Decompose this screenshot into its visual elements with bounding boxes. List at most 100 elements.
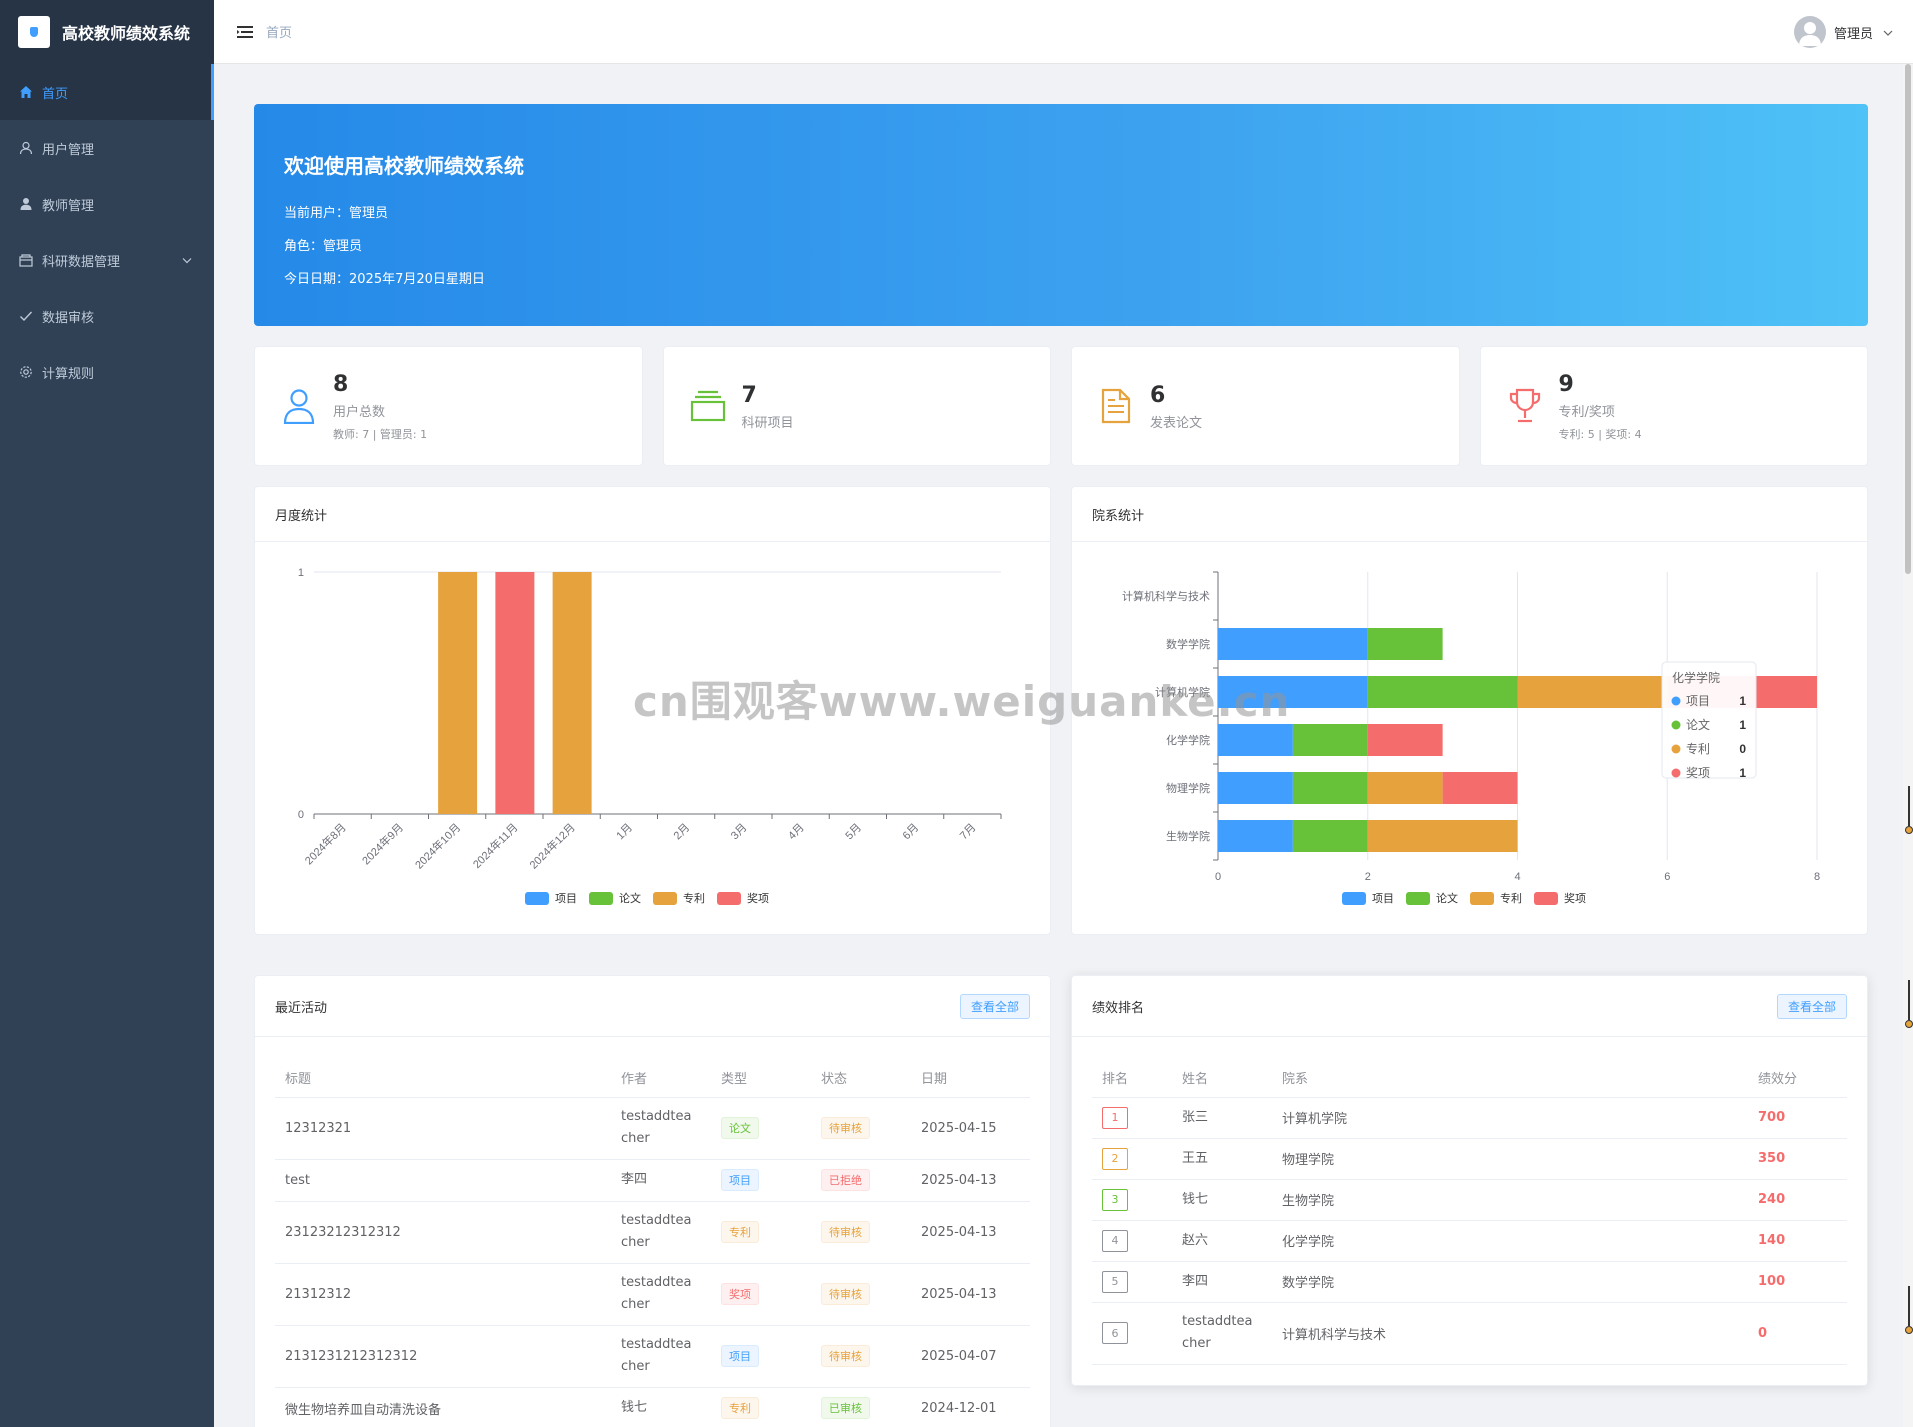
legend-label: 专利 bbox=[1500, 891, 1522, 905]
status-tag: 待审核 bbox=[821, 1221, 870, 1243]
logo: 高校教师绩效系统 bbox=[0, 0, 214, 64]
table-row[interactable]: 12312321 testaddtea cher 论文 待审核 2025-04-1… bbox=[275, 1097, 1030, 1160]
cell-type: 项目 bbox=[711, 1159, 811, 1202]
column-header[interactable]: 类型 bbox=[711, 1037, 811, 1098]
cell-rank: 6 bbox=[1092, 1302, 1172, 1365]
current-user-text: 当前用户：管理员 bbox=[284, 206, 389, 221]
column-header[interactable]: 日期 bbox=[911, 1037, 1030, 1098]
column-header[interactable]: 排名 bbox=[1092, 1037, 1172, 1098]
x-tick-label: 7月 bbox=[958, 822, 979, 843]
role-text: 角色：管理员 bbox=[284, 239, 363, 254]
table-row[interactable]: 23123212312312 testaddtea cher 专利 待审核 202… bbox=[275, 1201, 1030, 1264]
rank-badge: 2 bbox=[1102, 1147, 1128, 1170]
score-value: 350 bbox=[1758, 1151, 1786, 1166]
stat-value: 9 bbox=[1558, 371, 1574, 397]
table-row[interactable]: test 李四 项目 已拒绝 2025-04-13 bbox=[275, 1159, 1030, 1202]
table-row[interactable]: 2 王五 物理学院 350 bbox=[1092, 1138, 1847, 1180]
bar bbox=[1218, 628, 1368, 660]
card-header: 月度统计 bbox=[255, 487, 1050, 542]
y-tick-label: 化学学院 bbox=[1166, 733, 1210, 747]
home-icon bbox=[18, 84, 34, 100]
view-all-button[interactable]: 查看全部 bbox=[959, 993, 1030, 1019]
tables-row: 最近活动 查看全部 标题 作者 类型 状态 日期 12312321 bbox=[254, 975, 1868, 1427]
cell-status: 待审核 bbox=[811, 1097, 911, 1160]
monthly-chart[interactable]: 0 1 2024年8月 2024年9月 2024年10月 2024年11月 2024年12月… bbox=[255, 542, 1050, 934]
score-value: 700 bbox=[1758, 1110, 1786, 1125]
tooltip-value: 0 bbox=[1739, 742, 1746, 756]
table-row[interactable]: 2131231212312312 testaddtea cher 项目 待审核 2… bbox=[275, 1325, 1030, 1388]
table-row[interactable]: 1 张三 计算机学院 700 bbox=[1092, 1097, 1847, 1139]
stat-sub: 专利: 5 | 奖项: 4 bbox=[1558, 427, 1642, 441]
table-row[interactable]: 微生物培养皿自动清洗设备 钱七 专利 已审核 2024-12-01 bbox=[275, 1387, 1030, 1427]
status-tag: 已审核 bbox=[821, 1397, 870, 1419]
bar bbox=[1367, 724, 1443, 756]
y-tick-label: 数学学院 bbox=[1166, 637, 1210, 651]
cell-date: 2025-04-07 bbox=[911, 1325, 1030, 1388]
column-header[interactable]: 院系 bbox=[1272, 1037, 1748, 1098]
bar bbox=[1442, 772, 1518, 804]
page-scrollbar[interactable] bbox=[1903, 64, 1913, 1427]
stat-value: 7 bbox=[741, 382, 757, 408]
stat-card-papers: 6 发表论文 bbox=[1071, 346, 1460, 466]
rank-badge: 5 bbox=[1102, 1270, 1128, 1293]
tooltip-value: 1 bbox=[1739, 718, 1746, 732]
sidebar-item-research-data[interactable]: 科研数据管理 bbox=[0, 232, 214, 288]
table-row[interactable]: 6 testaddtea cher 计算机科学与技术 0 bbox=[1092, 1302, 1847, 1365]
user-icon bbox=[279, 386, 319, 426]
table-row[interactable]: 5 李四 数学学院 100 bbox=[1092, 1261, 1847, 1303]
x-tick-label: 4 bbox=[1514, 871, 1520, 883]
sidebar-item-teachers[interactable]: 教师管理 bbox=[0, 176, 214, 232]
tooltip-label: 论文 bbox=[1686, 717, 1710, 732]
bar bbox=[495, 572, 535, 814]
card-header: 最近活动 查看全部 bbox=[255, 976, 1050, 1037]
sidebar-item-home[interactable]: 首页 bbox=[0, 64, 214, 120]
table-row[interactable]: 4 赵六 化学学院 140 bbox=[1092, 1220, 1847, 1262]
avatar bbox=[1793, 16, 1826, 48]
sidebar-item-users[interactable]: 用户管理 bbox=[0, 120, 214, 176]
cell-author: testaddtea cher bbox=[611, 1263, 711, 1326]
view-all-button[interactable]: 查看全部 bbox=[1776, 993, 1847, 1019]
tooltip-marker bbox=[1671, 768, 1681, 778]
tooltip-value: 1 bbox=[1739, 694, 1746, 708]
tooltip-marker bbox=[1671, 720, 1681, 730]
cell-title: 12312321 bbox=[275, 1097, 611, 1160]
main-content: 欢迎使用高校教师绩效系统 当前用户：管理员 角色：管理员 今日日期：2025年7… bbox=[254, 104, 1868, 1427]
sidebar-item-calc-rules[interactable]: 计算规则 bbox=[0, 344, 214, 400]
table-row[interactable]: 21312312 testaddtea cher 奖项 待审核 2025-04-1… bbox=[275, 1263, 1030, 1326]
score-value: 100 bbox=[1758, 1274, 1786, 1289]
column-header[interactable]: 作者 bbox=[611, 1037, 711, 1098]
legend-label: 奖项 bbox=[747, 891, 769, 905]
card-title: 院系统计 bbox=[1092, 508, 1145, 524]
cell-name: 张三 bbox=[1172, 1097, 1272, 1139]
stats-row: 8 用户总数 教师: 7 | 管理员: 1 7 科研项目 6 发表论文 bbox=[254, 346, 1868, 466]
dept-chart-card: 院系统计 0 2 4 6 8 计算机科学与技术 数学学院 计算机学院 化学学院 物理学院 生物学院化… bbox=[1071, 486, 1868, 935]
column-header[interactable]: 绩效分 bbox=[1748, 1037, 1847, 1098]
cell-status: 待审核 bbox=[811, 1325, 911, 1388]
column-header[interactable]: 状态 bbox=[811, 1037, 911, 1098]
tooltip-title: 化学学院 bbox=[1672, 670, 1720, 685]
gear-icon bbox=[18, 364, 34, 380]
user-dropdown[interactable]: 管理员 bbox=[1793, 16, 1893, 48]
sidebar-item-label: 首页 bbox=[42, 86, 69, 102]
scrollbar-thumb[interactable] bbox=[1905, 64, 1911, 574]
cell-score: 0 bbox=[1748, 1302, 1847, 1365]
cell-author: 李四 bbox=[611, 1159, 711, 1202]
watermark: cn围观客www.weiguanke.cn bbox=[633, 677, 1291, 726]
stat-label: 发表论文 bbox=[1150, 415, 1203, 431]
topbar: 首页 管理员 bbox=[214, 0, 1913, 64]
card-title: 最近活动 bbox=[275, 1000, 328, 1016]
x-tick-label: 6月 bbox=[901, 822, 922, 843]
column-header[interactable]: 姓名 bbox=[1172, 1037, 1272, 1098]
column-header[interactable]: 标题 bbox=[275, 1037, 611, 1098]
table-row[interactable]: 3 钱七 生物学院 240 bbox=[1092, 1179, 1847, 1221]
dept-chart[interactable]: 0 2 4 6 8计算机科学与技术数学学院计算机学院化学学院物理学院生物学院化学学院项目… bbox=[1072, 542, 1867, 934]
breadcrumb[interactable]: 首页 bbox=[266, 26, 293, 41]
cell-score: 700 bbox=[1748, 1097, 1847, 1139]
cell-name: 王五 bbox=[1172, 1138, 1272, 1180]
x-tick-label: 2024年12月 bbox=[526, 820, 577, 871]
sidebar-item-data-review[interactable]: 数据审核 bbox=[0, 288, 214, 344]
y-tick-label: 生物学院 bbox=[1166, 829, 1210, 843]
menu-toggle-icon[interactable] bbox=[236, 23, 254, 41]
legend-label: 论文 bbox=[1436, 891, 1458, 905]
tooltip-label: 项目 bbox=[1686, 694, 1710, 708]
